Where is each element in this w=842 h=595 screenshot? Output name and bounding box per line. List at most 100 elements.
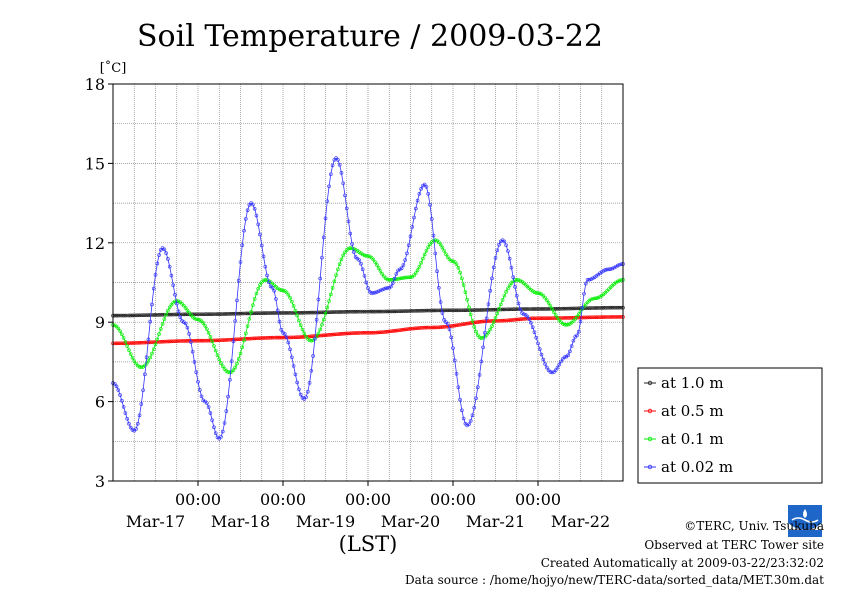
- data-point: [550, 307, 554, 311]
- data-point: [300, 310, 305, 315]
- data-point: [529, 316, 533, 321]
- data-point: [367, 330, 372, 335]
- data-point: [474, 329, 478, 334]
- data-point: [569, 306, 574, 311]
- data-point: [364, 309, 369, 314]
- data-point: [555, 307, 560, 311]
- data-point: [300, 396, 305, 400]
- data-point: [548, 370, 553, 374]
- data-point: [337, 262, 342, 266]
- data-point: [612, 305, 616, 310]
- data-point: [507, 318, 512, 323]
- data-point: [201, 338, 206, 343]
- data-point: [475, 333, 480, 337]
- data-point: [295, 335, 299, 340]
- data-point: [440, 245, 445, 250]
- data-point: [571, 319, 576, 323]
- data-point: [332, 310, 337, 314]
- data-point: [169, 302, 174, 307]
- data-point: [135, 421, 140, 426]
- data-point: [406, 327, 411, 331]
- data-point: [375, 309, 379, 314]
- data-point: [585, 315, 590, 320]
- legend-item: at 0.5 m: [644, 402, 724, 420]
- data-point: [162, 247, 167, 252]
- data-point: [277, 319, 282, 324]
- data-point: [530, 325, 535, 329]
- data-point: [127, 348, 131, 352]
- data-point: [607, 315, 611, 319]
- data-point: [403, 275, 407, 280]
- data-point: [281, 335, 285, 340]
- data-point: [484, 308, 489, 312]
- data-point: [608, 305, 613, 310]
- data-point: [426, 191, 431, 196]
- data-point: [247, 317, 252, 321]
- data-point: [467, 305, 471, 309]
- data-point: [199, 338, 204, 343]
- data-point: [238, 351, 243, 356]
- y-tick-label: 3: [95, 472, 105, 491]
- data-point: [548, 316, 553, 320]
- data-point: [290, 335, 294, 340]
- data-point: [256, 286, 261, 291]
- data-point: [206, 338, 211, 343]
- data-point: [599, 270, 604, 274]
- data-point: [339, 257, 344, 262]
- data-point: [336, 332, 340, 336]
- data-point: [431, 308, 436, 313]
- data-point: [470, 308, 475, 312]
- data-point: [541, 307, 546, 311]
- data-point: [199, 319, 204, 323]
- data-point: [125, 313, 129, 318]
- data-point: [194, 370, 199, 374]
- data-point: [189, 340, 193, 344]
- data-point: [598, 315, 602, 319]
- data-point: [359, 261, 363, 266]
- data-point: [458, 270, 462, 275]
- data-point: [585, 278, 590, 282]
- data-point: [123, 340, 128, 344]
- data-point: [587, 315, 592, 320]
- data-point: [183, 321, 188, 326]
- data-point: [518, 317, 523, 322]
- data-point: [504, 290, 508, 294]
- data-point: [451, 259, 455, 264]
- data-point: [120, 332, 124, 337]
- data-point: [337, 310, 342, 314]
- series-at-0-02-m: [111, 156, 625, 441]
- y-tick-label: 12: [85, 234, 105, 253]
- data-point: [421, 325, 425, 330]
- data-point: [350, 331, 354, 335]
- data-point: [475, 320, 480, 324]
- data-point: [219, 312, 223, 316]
- data-point: [431, 233, 436, 238]
- data-point: [461, 416, 466, 421]
- data-point: [353, 247, 358, 252]
- data-point: [355, 331, 360, 335]
- data-point: [438, 300, 443, 304]
- data-point: [502, 239, 507, 244]
- data-point: [362, 253, 367, 258]
- data-point: [408, 327, 413, 331]
- data-point: [431, 325, 436, 330]
- data-point: [316, 297, 321, 302]
- data-point: [295, 313, 299, 318]
- data-point: [463, 290, 468, 295]
- data-point: [378, 288, 383, 293]
- data-point: [160, 322, 165, 326]
- data-point: [236, 337, 241, 342]
- data-point: [357, 258, 361, 262]
- data-point: [406, 275, 411, 280]
- data-point: [128, 313, 133, 318]
- data-point: [125, 417, 129, 421]
- data-point: [350, 246, 354, 251]
- data-point: [267, 335, 271, 340]
- data-point: [256, 222, 261, 227]
- data-point: [224, 312, 229, 316]
- data-point: [426, 245, 431, 249]
- x-axis-label: (LST): [339, 532, 398, 556]
- data-point: [557, 318, 562, 322]
- data-point: [164, 251, 168, 255]
- data-point: [194, 312, 199, 317]
